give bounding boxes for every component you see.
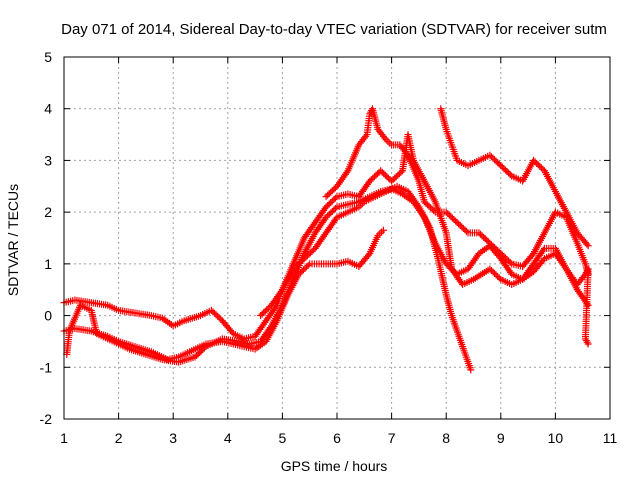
y-tick-labels: -2 -1 0 1 2 3 4 5 xyxy=(40,49,53,427)
series-track-6 xyxy=(437,105,592,250)
marker-plus xyxy=(257,131,592,320)
y-tick-label: 0 xyxy=(44,308,52,324)
x-tick-label: 4 xyxy=(224,430,232,446)
y-tick-label: -1 xyxy=(40,359,53,375)
series-track-3 xyxy=(63,185,592,366)
x-tick-labels: 1 2 3 4 5 6 7 8 9 10 11 xyxy=(60,430,617,446)
x-tick-label: 9 xyxy=(497,430,505,446)
y-tick-label: -2 xyxy=(40,411,53,427)
x-tick-label: 7 xyxy=(388,430,396,446)
x-tick-label: 10 xyxy=(548,430,564,446)
marker-plus xyxy=(322,105,592,278)
x-axis-title: GPS time / hours xyxy=(281,458,388,474)
grid-lines xyxy=(64,57,610,419)
y-tick-label: 5 xyxy=(44,49,52,65)
x-tick-label: 3 xyxy=(169,430,177,446)
x-tick-label: 5 xyxy=(279,430,287,446)
series-track-5 xyxy=(257,131,592,320)
chart-title: Day 071 of 2014, Sidereal Day-to-day VTE… xyxy=(61,21,607,38)
marker-plus xyxy=(437,105,592,250)
axis-ticks xyxy=(63,56,611,420)
y-axis-title: SDTVAR / TECUs xyxy=(5,184,21,296)
x-tick-label: 1 xyxy=(60,430,68,446)
marker-plus xyxy=(63,185,592,366)
y-tick-label: 1 xyxy=(44,256,52,272)
x-tick-label: 8 xyxy=(442,430,450,446)
y-tick-label: 2 xyxy=(44,204,52,220)
x-tick-label: 6 xyxy=(333,430,341,446)
x-tick-label: 2 xyxy=(115,430,123,446)
y-tick-label: 3 xyxy=(44,152,52,168)
data-markers xyxy=(60,105,592,374)
y-tick-label: 4 xyxy=(44,101,52,117)
series-track-4 xyxy=(322,105,592,278)
x-tick-label: 11 xyxy=(603,430,618,446)
